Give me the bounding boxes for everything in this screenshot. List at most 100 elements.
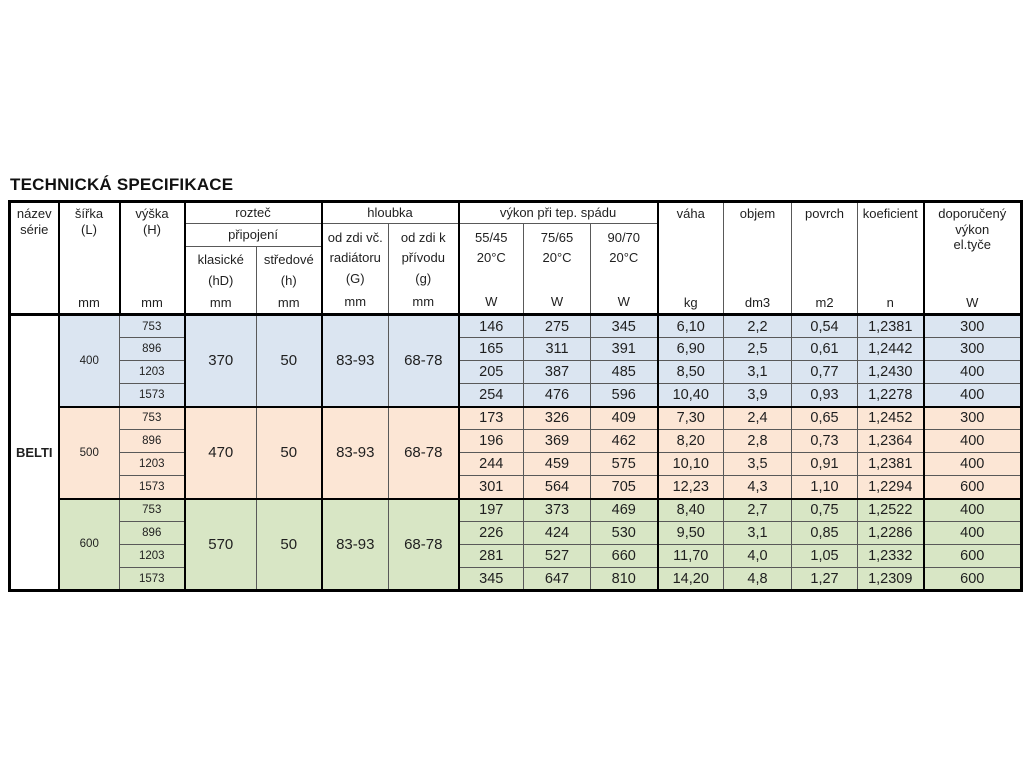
header-sirka-unit: mm	[78, 294, 100, 310]
power-7565-cell: 311	[523, 337, 592, 361]
header-klasicke-label: klasické (hD)	[197, 252, 244, 288]
table-row: 1573 345 647 810 14,20 4,8 1,27 1,2309 6…	[10, 567, 1023, 591]
vaha-cell: 9,50	[657, 521, 725, 545]
doporuceny-cell: 300	[923, 337, 1023, 361]
table-row: 600 753 570 50 83-93 68-78 197 373 469 8…	[10, 497, 1023, 591]
doporuceny-cell: 400	[923, 429, 1023, 453]
koeficient-cell: 1,2364	[857, 429, 925, 453]
power-5545-cell: 196	[458, 429, 525, 453]
power-5545-cell: 165	[458, 337, 525, 361]
header-t7565-label: 75/65 20°C	[540, 229, 574, 266]
objem-cell: 3,1	[723, 360, 793, 384]
header-doporuceny-unit: W	[966, 294, 979, 310]
objem-cell: 4,3	[723, 475, 793, 499]
header-t9070-label: 90/70 20°C	[607, 229, 641, 266]
technical-specification-table: název série šířka (L) mm výška (H) mm rozt…	[8, 200, 1024, 592]
koeficient-cell: 1,2522	[857, 497, 925, 522]
width-cell: 500	[58, 405, 120, 499]
power-7565-cell: 369	[523, 429, 592, 453]
doporuceny-cell: 600	[923, 544, 1023, 568]
doporuceny-cell: 400	[923, 521, 1023, 545]
power-7565-cell: 373	[523, 497, 592, 522]
power-9070-cell: 391	[590, 337, 659, 361]
objem-cell: 2,5	[723, 337, 793, 361]
power-5545-cell: 281	[458, 544, 525, 568]
doporuceny-cell: 400	[923, 360, 1023, 384]
height-cell: 753	[119, 497, 186, 522]
power-9070-cell: 596	[590, 383, 659, 407]
power-5545-cell: 301	[458, 475, 525, 499]
power-5545-cell: 254	[458, 383, 525, 407]
power-9070-cell: 462	[590, 429, 659, 453]
power-7565-cell: 476	[523, 383, 592, 407]
vaha-cell: 6,10	[657, 313, 725, 338]
header-vyska: výška (H) mm	[119, 201, 186, 315]
header-povrch-label: povrch	[805, 206, 845, 221]
header-vyska-label: výška (H)	[135, 206, 169, 237]
power-5545-cell: 173	[458, 405, 525, 430]
koeficient-cell: 1,2278	[857, 383, 925, 407]
power-7565-cell: 387	[523, 360, 592, 384]
header-koeficient: koeficient n	[857, 201, 925, 315]
header-vaha-unit: kg	[683, 294, 698, 310]
table-row: 1573 254 476 596 10,40 3,9 0,93 1,2278 4…	[10, 383, 1023, 407]
koeficient-cell: 1,2452	[857, 405, 925, 430]
power-5545-cell: 226	[458, 521, 525, 545]
header-t5545-unit: W	[485, 294, 498, 310]
power-9070-cell: 485	[590, 360, 659, 384]
header-od-zdi-k-unit: mm	[412, 294, 435, 310]
doporuceny-cell: 400	[923, 497, 1023, 522]
povrch-cell: 0,75	[791, 497, 859, 522]
height-cell: 1573	[119, 475, 186, 499]
povrch-cell: 1,05	[791, 544, 859, 568]
height-cell: 1573	[119, 567, 186, 591]
vaha-cell: 12,23	[657, 475, 725, 499]
doporuceny-cell: 300	[923, 405, 1023, 430]
header-pripojeni: připojení	[184, 223, 323, 247]
page-title: TECHNICKÁ SPECIFIKACE	[10, 175, 234, 194]
objem-cell: 2,4	[723, 405, 793, 430]
od-zdi-k-cell: 68-78	[387, 405, 460, 499]
header-t5545: 55/45 20°C W	[458, 223, 525, 315]
power-7565-cell: 424	[523, 521, 592, 545]
header-stredove-unit: mm	[277, 294, 300, 310]
table-row: 896 226 424 530 9,50 3,1 0,85 1,2286 400	[10, 521, 1023, 545]
koeficient-cell: 1,2286	[857, 521, 925, 545]
doporuceny-cell: 600	[923, 475, 1023, 499]
vaha-cell: 10,10	[657, 452, 725, 476]
power-9070-cell: 810	[590, 567, 659, 591]
table-row: 500 753 470 50 83-93 68-78 173 326 409 7…	[10, 405, 1023, 499]
table-row: 896 196 369 462 8,20 2,8 0,73 1,2364 400	[10, 429, 1023, 453]
povrch-cell: 0,73	[791, 429, 859, 453]
objem-cell: 2,2	[723, 313, 793, 338]
table-row: 1203 205 387 485 8,50 3,1 0,77 1,2430 40…	[10, 360, 1023, 384]
klasicke-cell: 370	[184, 313, 257, 407]
table-row: 896 165 311 391 6,90 2,5 0,61 1,2442 300	[10, 337, 1023, 361]
height-cell: 896	[119, 429, 186, 453]
height-cell: 896	[119, 337, 186, 361]
header-vykon-group: výkon při tep. spádu	[458, 201, 659, 224]
height-cell: 1573	[119, 383, 186, 407]
vaha-cell: 11,70	[657, 544, 725, 568]
povrch-cell: 1,27	[791, 567, 859, 591]
od-zdi-vc-cell: 83-93	[321, 313, 389, 407]
klasicke-cell: 470	[184, 405, 257, 499]
header-od-zdi-vc: od zdi vč. radiátoru (G) mm	[321, 223, 389, 315]
power-9070-cell: 660	[590, 544, 659, 568]
header-vaha: váha kg	[657, 201, 725, 315]
power-7565-cell: 459	[523, 452, 592, 476]
vaha-cell: 8,20	[657, 429, 725, 453]
vaha-cell: 7,30	[657, 405, 725, 430]
table-row: 1203 244 459 575 10,10 3,5 0,91 1,2381 4…	[10, 452, 1023, 476]
power-5545-cell: 146	[458, 313, 525, 338]
header-vyska-unit: mm	[141, 294, 163, 310]
koeficient-cell: 1,2381	[857, 313, 925, 338]
height-cell: 1203	[119, 544, 186, 568]
power-7565-cell: 527	[523, 544, 592, 568]
povrch-cell: 1,10	[791, 475, 859, 499]
objem-cell: 3,5	[723, 452, 793, 476]
stredove-cell: 50	[256, 497, 323, 591]
power-5545-cell: 244	[458, 452, 525, 476]
koeficient-cell: 1,2294	[857, 475, 925, 499]
